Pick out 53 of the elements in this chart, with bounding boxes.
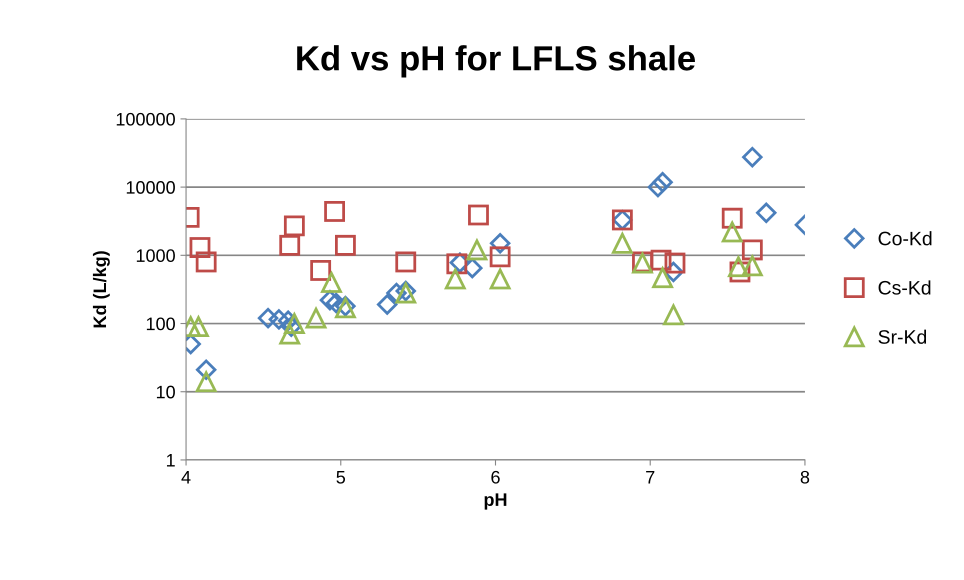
y-tick-label: 1: [166, 454, 175, 466]
point: [490, 246, 511, 268]
point: [321, 272, 342, 293]
point: [444, 268, 466, 290]
x-tick-label: 5: [336, 471, 346, 484]
point: [612, 232, 633, 254]
point: [284, 215, 305, 236]
x-tick-label: 8: [800, 470, 810, 484]
point: [446, 253, 468, 274]
point: [756, 202, 776, 224]
point: [742, 239, 763, 260]
point: [466, 239, 488, 260]
y-tick-label: 100: [146, 317, 175, 330]
point: [306, 308, 326, 329]
y-tick-label: 10: [156, 386, 175, 398]
y-tick-label: 10000: [126, 181, 175, 194]
point: [652, 267, 674, 288]
point: [284, 313, 305, 334]
point: [279, 234, 300, 256]
x-tick-label: 6: [491, 470, 500, 484]
y-tick-label: 100000: [116, 112, 175, 126]
point: [728, 256, 749, 278]
x-tick-label: 4: [181, 471, 191, 484]
point: [742, 255, 763, 276]
point: [722, 222, 743, 242]
point: [648, 176, 668, 198]
x-axis-title: pH: [484, 493, 506, 510]
point: [468, 204, 489, 226]
point: [190, 237, 210, 258]
y-tick-label: 1000: [136, 249, 175, 262]
point: [334, 234, 356, 256]
x-tick-label: 7: [646, 471, 654, 484]
point: [258, 308, 278, 328]
point: [652, 172, 673, 192]
chart-title: Kd vs pH for LFLS shale: [297, 45, 695, 78]
point: [196, 252, 217, 272]
point: [650, 250, 672, 271]
point: [722, 208, 743, 229]
point: [268, 309, 290, 330]
point: [490, 268, 511, 290]
point: [279, 324, 300, 345]
legend-label: Cs-Kd: [878, 280, 930, 295]
point: [376, 294, 398, 315]
point: [196, 371, 217, 392]
point: [324, 201, 345, 222]
point: [663, 304, 684, 326]
point: [188, 316, 209, 338]
point: [742, 146, 763, 168]
legend-label: Co-Kd: [878, 231, 932, 246]
y-axis-title: Kd (L/kg): [92, 251, 110, 328]
legend-label: Sr-Kd: [878, 330, 926, 344]
point: [664, 252, 686, 274]
point: [395, 252, 416, 272]
